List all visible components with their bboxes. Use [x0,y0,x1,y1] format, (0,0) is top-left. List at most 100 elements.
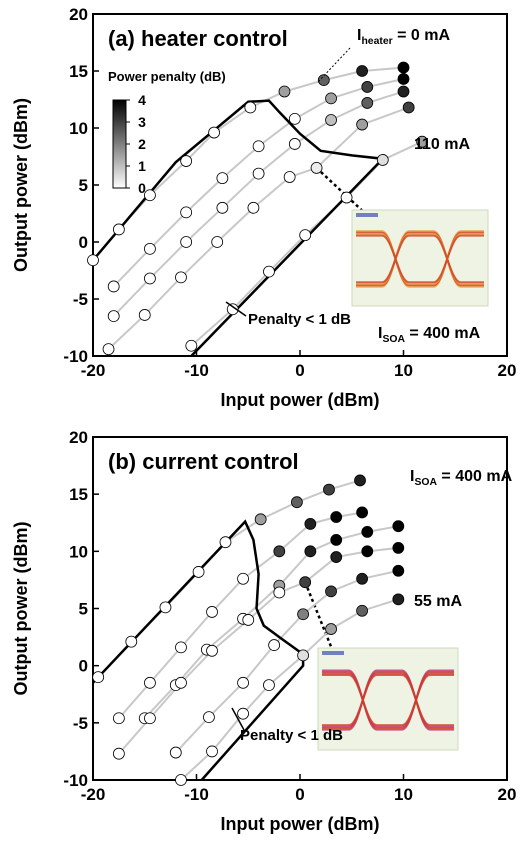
data-point [325,623,337,635]
data-point [361,525,374,538]
data-point [263,265,275,278]
data-point [317,74,330,87]
annotation-tail: = 0 mA [393,27,451,44]
data-point [254,513,267,526]
data-point [304,517,317,530]
data-point [252,140,265,153]
data-point [278,85,291,98]
data-point [175,676,187,689]
data-point [144,189,156,202]
annotation-sub: SOA [382,334,405,345]
data-point [297,608,310,621]
data-point [159,601,172,614]
data-point [112,747,125,760]
annotation-sub: heater [361,36,392,47]
series-label: 55 mA [414,593,462,610]
data-point [376,154,389,166]
y-tick-label: 15 [69,62,88,81]
data-point [340,191,353,204]
data-point [144,272,156,285]
colorbar-tick-label: 3 [138,114,146,130]
data-point [169,746,182,759]
data-point [323,483,335,496]
data-point [416,135,429,148]
data-point [107,280,120,293]
data-point [206,745,218,758]
data-point [192,566,205,578]
y-tick-label: 15 [69,485,88,504]
data-point [273,586,286,599]
data-point [304,545,317,558]
annotation-tail: = 400 mA [437,468,513,485]
penalty-boundary [200,654,305,781]
colorbar-tick-label: 0 [138,180,146,196]
data-point [356,118,369,131]
y-tick-label: 10 [69,119,88,138]
y-tick-label: -5 [73,290,88,309]
data-point [206,606,218,618]
annotation: Iheater = 0 mA [357,27,450,47]
data-point [216,172,229,185]
data-point [330,551,343,563]
eye-traces [356,230,484,288]
penalty-boundary [92,99,383,262]
data-point [242,614,255,626]
data-point [361,545,374,558]
data-point [175,774,187,786]
data-point [392,520,405,533]
x-axis-label: Input power (dBm) [221,390,380,410]
series-line [180,598,399,781]
eye-inset [317,647,459,751]
eye-header [356,213,378,217]
chart-title: (a) heater control [108,26,288,51]
data-point [175,641,187,654]
data-point [87,254,99,267]
data-point [299,576,312,589]
data-point [107,310,120,323]
data-point [356,572,369,585]
y-tick-label: 10 [69,542,88,561]
penalty-boundary [92,519,304,684]
data-point [330,511,343,523]
data-point [247,201,260,214]
y-axis-label: Output power (dBm) [11,522,31,696]
annotation: ISOA = 400 mA [410,468,513,488]
y-tick-label: -10 [63,771,88,790]
data-point [397,61,410,74]
annotation: ISOA = 400 mA [378,325,481,345]
colorbar-tick-label: 2 [138,136,146,152]
y-tick-label: -10 [63,347,88,366]
colorbar [112,99,127,189]
x-tick-label: 10 [394,361,413,380]
x-tick-label: 0 [295,785,304,804]
y-tick-label: 5 [79,600,88,619]
chart-title: (b) current control [108,449,299,474]
data-point [288,112,301,125]
data-point [180,206,193,219]
eye-leader [304,581,336,655]
series-line [118,546,399,755]
data-point [206,644,218,657]
annotation-main: I [410,468,414,485]
y-tick-label: 0 [79,233,88,252]
data-point [237,572,249,585]
x-tick-label: 0 [295,361,304,380]
colorbar-tick-label: 4 [138,92,146,108]
boundary-leader [225,301,247,317]
data-point [325,585,337,598]
data-point [397,85,410,98]
eye-header [322,651,344,655]
x-tick-label: 20 [498,785,517,804]
data-point [402,101,415,114]
data-point [397,73,410,85]
data-point [208,126,220,139]
data-point [180,236,193,248]
x-axis-label: Input power (dBm) [221,814,380,834]
data-point [297,649,310,662]
y-tick-label: 20 [69,428,88,447]
y-tick-label: 0 [79,657,88,676]
data-point [185,339,198,352]
boundary-label: Penalty < 1 dB [248,311,351,328]
data-point [144,242,156,255]
